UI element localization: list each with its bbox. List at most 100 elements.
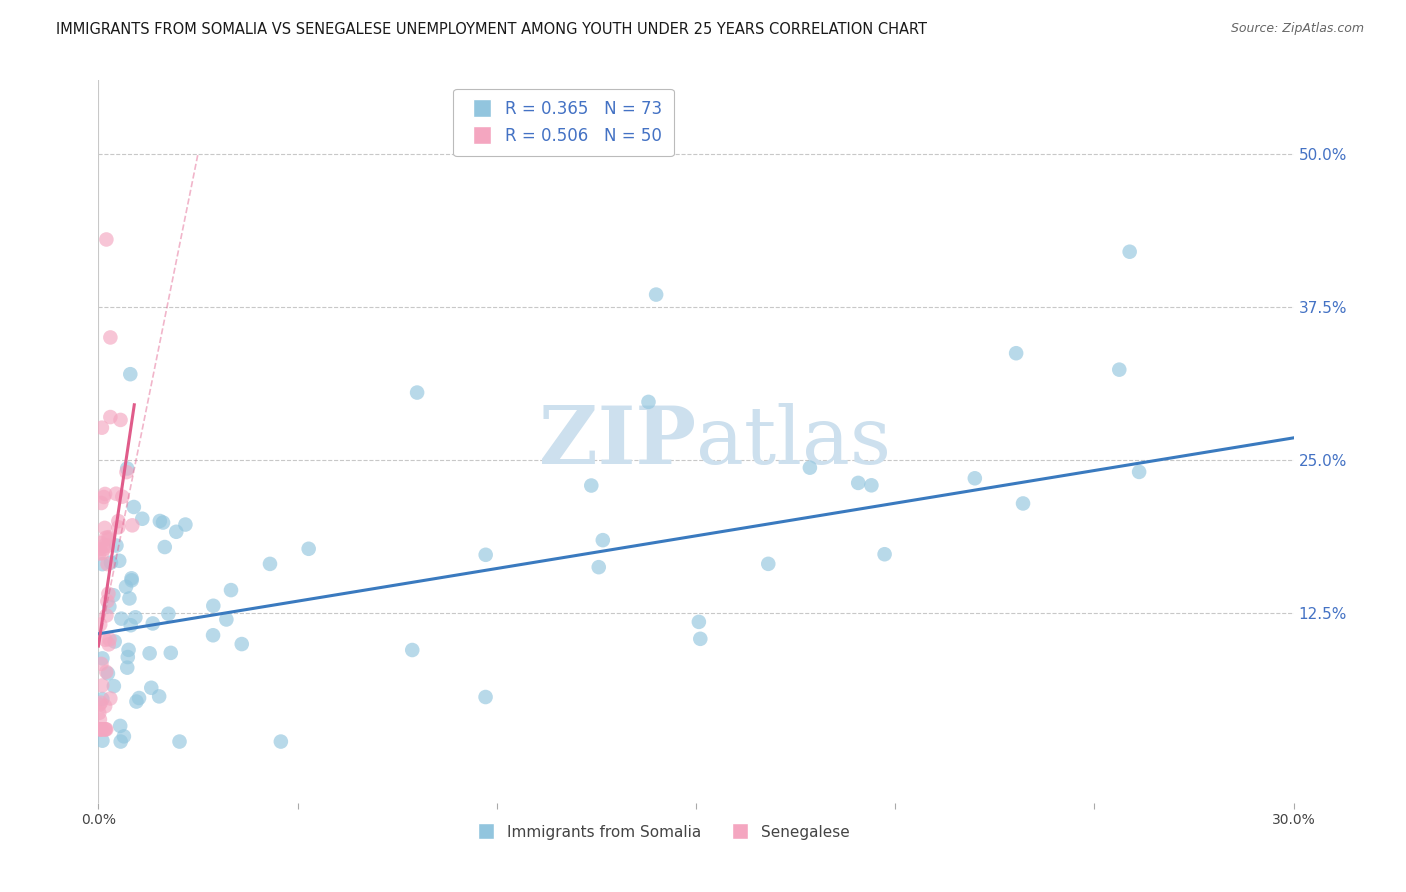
Point — [96, 557, 118, 571]
Point — [107, 520, 129, 534]
Point — [138, 646, 160, 660]
Point — [112, 729, 135, 743]
Point — [120, 367, 142, 381]
Point — [1128, 465, 1150, 479]
Point — [105, 486, 128, 500]
Point — [105, 539, 128, 553]
Point — [118, 591, 141, 606]
Point — [96, 723, 118, 737]
Point — [125, 695, 148, 709]
Point — [110, 734, 132, 748]
Text: atlas: atlas — [696, 402, 891, 481]
Point — [270, 734, 292, 748]
Point — [592, 533, 614, 548]
Point — [259, 557, 281, 571]
Point — [581, 478, 603, 492]
Point — [100, 556, 122, 570]
Point — [103, 588, 125, 602]
Legend: Immigrants from Somalia, Senegalese: Immigrants from Somalia, Senegalese — [464, 819, 856, 846]
Point — [98, 410, 122, 425]
Point — [202, 628, 225, 642]
Point — [588, 560, 610, 574]
Point — [93, 541, 115, 556]
Point — [110, 413, 132, 427]
Point — [90, 657, 112, 671]
Point — [689, 632, 711, 646]
Point — [90, 723, 112, 737]
Point — [96, 594, 118, 608]
Point — [121, 574, 143, 588]
Point — [124, 610, 146, 624]
Point — [90, 496, 112, 510]
Point — [89, 713, 111, 727]
Point — [231, 637, 253, 651]
Point — [94, 723, 117, 737]
Point — [94, 699, 117, 714]
Point — [89, 541, 111, 556]
Point — [1108, 362, 1130, 376]
Point — [128, 691, 150, 706]
Point — [108, 554, 131, 568]
Point — [104, 634, 127, 648]
Point — [142, 616, 165, 631]
Point — [215, 612, 238, 626]
Point — [93, 490, 115, 504]
Point — [219, 583, 242, 598]
Point — [93, 539, 115, 553]
Point — [91, 557, 114, 571]
Point — [97, 532, 120, 546]
Point — [159, 646, 181, 660]
Point — [120, 618, 142, 632]
Point — [89, 547, 111, 561]
Point — [401, 643, 423, 657]
Point — [174, 517, 197, 532]
Point — [98, 330, 122, 344]
Point — [131, 512, 153, 526]
Point — [91, 733, 114, 747]
Point — [117, 650, 139, 665]
Point — [115, 465, 138, 479]
Point — [97, 587, 120, 601]
Point — [860, 478, 883, 492]
Point — [97, 666, 120, 681]
Point — [91, 692, 114, 706]
Point — [98, 691, 121, 706]
Point — [108, 719, 131, 733]
Point — [94, 531, 117, 545]
Point — [94, 632, 117, 647]
Point — [799, 460, 821, 475]
Point — [141, 681, 163, 695]
Point — [96, 608, 118, 623]
Point — [121, 518, 143, 533]
Point — [1005, 346, 1028, 360]
Point — [89, 617, 111, 632]
Point — [98, 632, 121, 647]
Point — [1012, 496, 1035, 510]
Point — [157, 607, 180, 621]
Point — [153, 540, 176, 554]
Point — [474, 690, 496, 704]
Point — [91, 651, 114, 665]
Point — [97, 530, 120, 544]
Point — [298, 541, 321, 556]
Point — [474, 548, 496, 562]
Point — [90, 696, 112, 710]
Text: ZIP: ZIP — [538, 402, 696, 481]
Point — [91, 723, 114, 737]
Point — [93, 521, 115, 535]
Point — [90, 536, 112, 550]
Point — [122, 500, 145, 514]
Point — [873, 547, 896, 561]
Point — [165, 524, 187, 539]
Point — [90, 723, 112, 737]
Point — [110, 612, 132, 626]
Text: IMMIGRANTS FROM SOMALIA VS SENEGALESE UNEMPLOYMENT AMONG YOUTH UNDER 25 YEARS CO: IMMIGRANTS FROM SOMALIA VS SENEGALESE UN… — [56, 22, 927, 37]
Point — [688, 615, 710, 629]
Point — [91, 546, 114, 560]
Point — [97, 539, 120, 553]
Point — [91, 678, 114, 692]
Point — [1118, 244, 1140, 259]
Point — [107, 514, 129, 528]
Point — [89, 706, 111, 720]
Point — [115, 461, 138, 475]
